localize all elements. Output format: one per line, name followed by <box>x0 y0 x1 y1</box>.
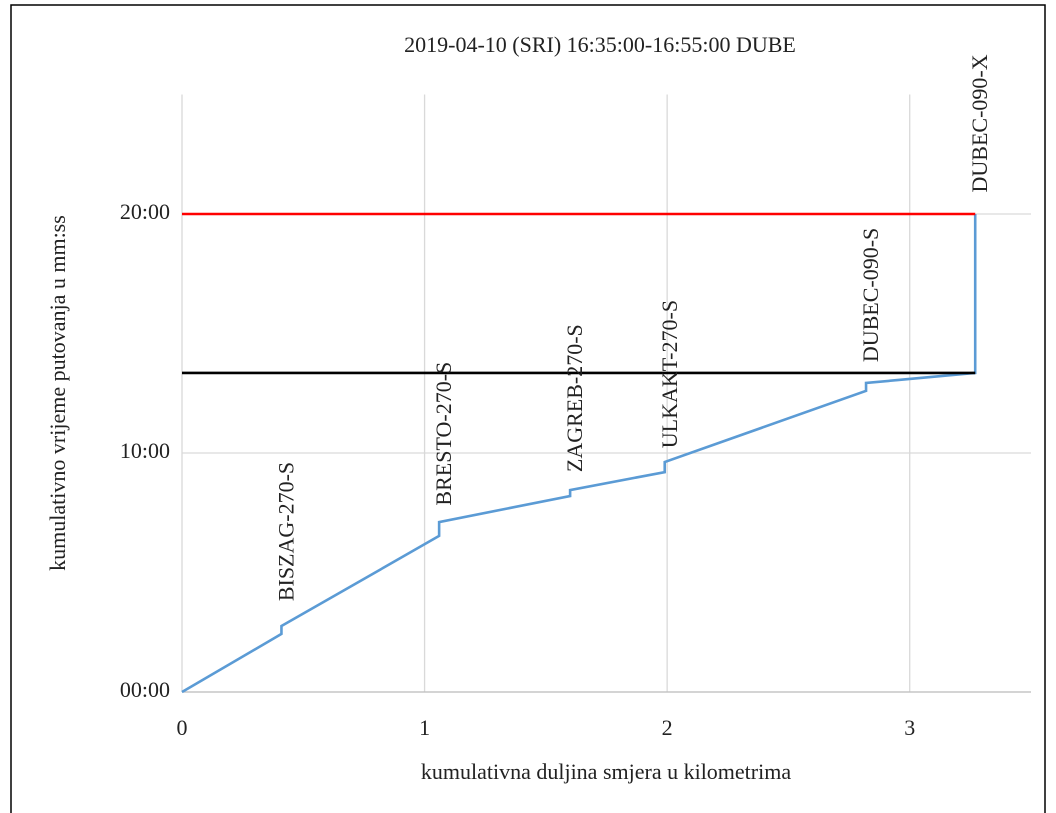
annotation: DUBEC-090-X <box>967 54 992 192</box>
annotation: ZAGREB-270-S <box>562 324 587 472</box>
chart-title: 2019-04-10 (SRI) 16:35:00-16:55:00 DUBE <box>404 32 796 57</box>
x-axis-title: kumulativna duljina smjera u kilometrima <box>421 759 791 784</box>
y-tick-label: 20:00 <box>120 199 170 224</box>
series-line <box>181 214 977 694</box>
chart-frame <box>10 4 1046 813</box>
y-tick-label: 00:00 <box>120 677 170 702</box>
annotation: BRESTO-270-S <box>431 362 456 506</box>
y-tick-label: 10:00 <box>120 438 170 463</box>
annotation: DUBEC-090-S <box>858 228 883 362</box>
x-tick-label: 2 <box>662 715 673 740</box>
annotation: BISZAG-270-S <box>274 462 299 601</box>
x-tick-label: 1 <box>419 715 430 740</box>
x-tick-label: 0 <box>177 715 188 740</box>
y-axis-title: kumulativno vrijeme putovanja u mm:ss <box>45 215 70 571</box>
annotation: ULKAKT-270-S <box>657 300 682 448</box>
x-tick-label: 3 <box>904 715 915 740</box>
